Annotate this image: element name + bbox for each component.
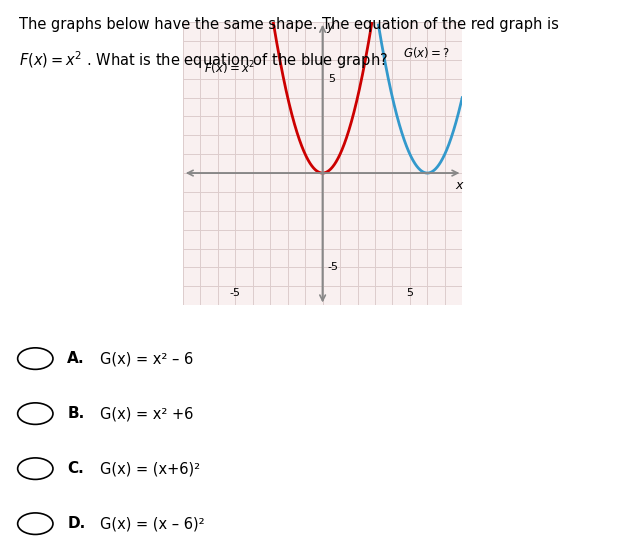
Text: 5: 5	[406, 288, 413, 298]
Text: y: y	[327, 20, 334, 33]
Text: G(x) = x² – 6: G(x) = x² – 6	[100, 351, 193, 366]
Text: $F(x) = x^2$: $F(x) = x^2$	[204, 60, 255, 78]
Text: x: x	[455, 179, 462, 192]
Text: $F(x) = x^2$ . What is the equation of the blue graph?: $F(x) = x^2$ . What is the equation of t…	[19, 50, 388, 71]
Text: B.: B.	[67, 406, 85, 421]
Text: -5: -5	[230, 288, 241, 298]
Text: $G(x) = ?$: $G(x) = ?$	[403, 45, 450, 59]
Text: D.: D.	[67, 516, 85, 531]
Text: G(x) = (x – 6)²: G(x) = (x – 6)²	[100, 516, 204, 531]
Text: -5: -5	[328, 262, 339, 272]
Text: The graphs below have the same shape. The equation of the red graph is: The graphs below have the same shape. Th…	[19, 16, 559, 31]
Text: 5: 5	[328, 74, 335, 84]
Text: G(x) = (x+6)²: G(x) = (x+6)²	[100, 461, 200, 476]
Text: C.: C.	[67, 461, 84, 476]
Text: A.: A.	[67, 351, 85, 366]
Text: G(x) = x² +6: G(x) = x² +6	[100, 406, 193, 421]
